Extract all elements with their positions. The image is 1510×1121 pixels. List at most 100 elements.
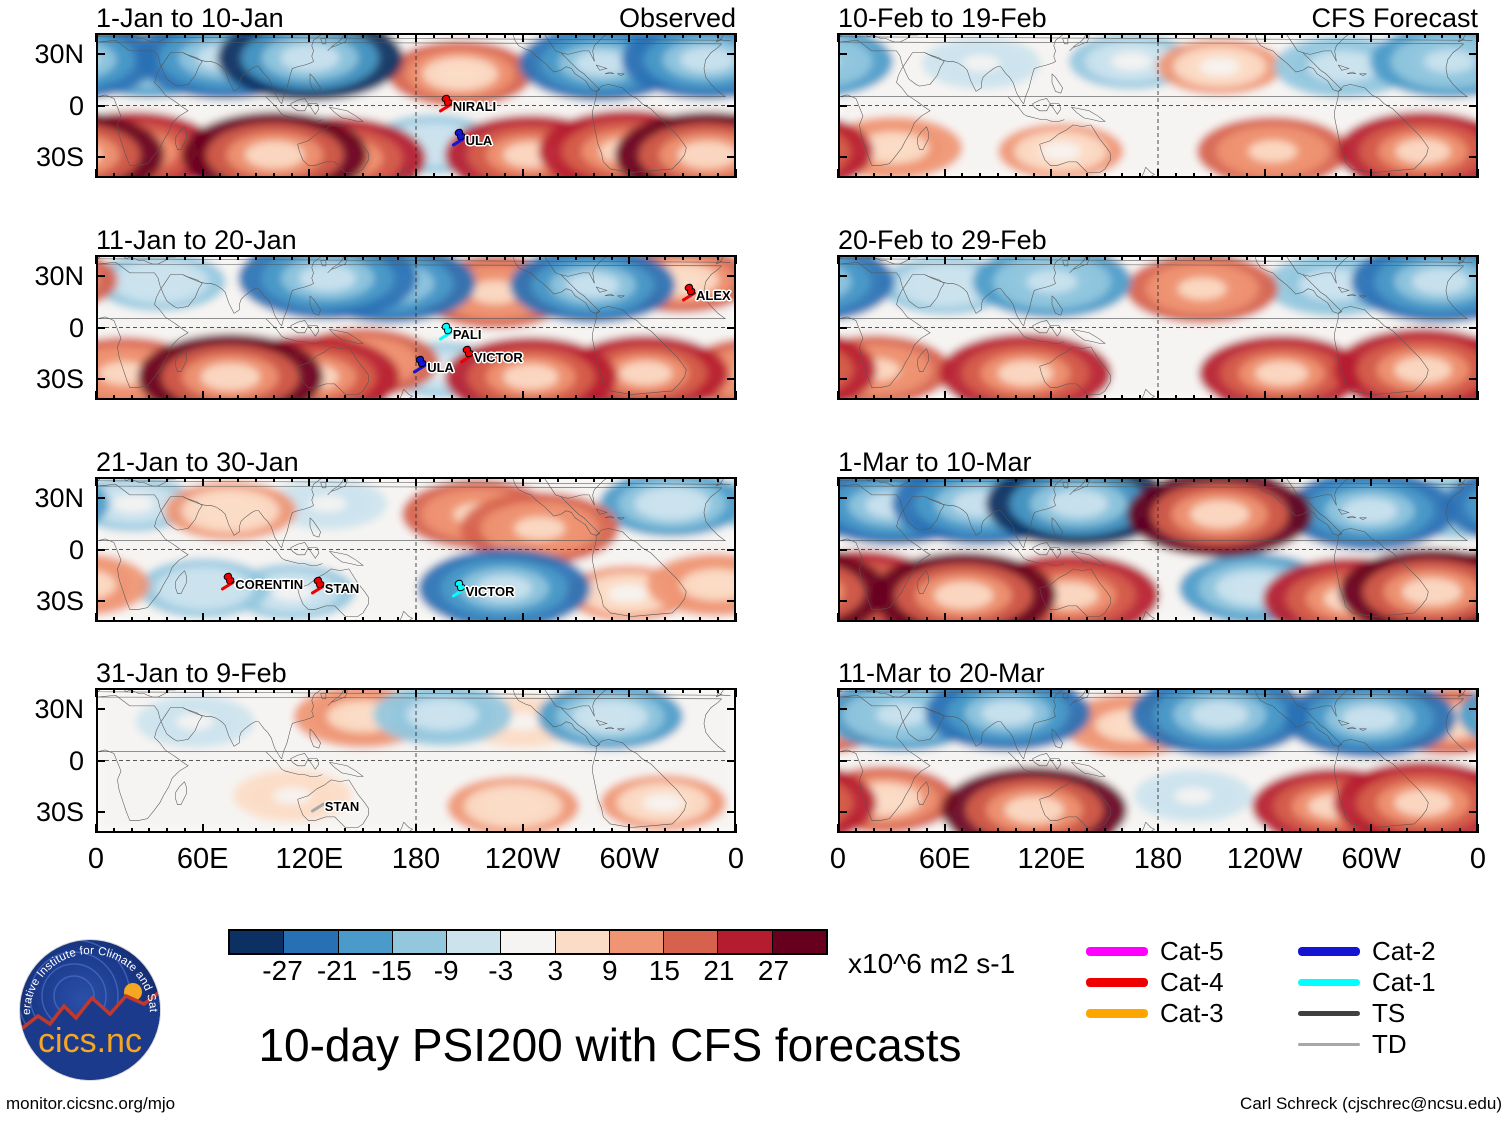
axis-tick bbox=[1352, 617, 1355, 622]
axis-tick bbox=[450, 33, 453, 38]
axis-tick bbox=[1423, 828, 1426, 833]
axis-tick bbox=[628, 169, 631, 178]
storm-symbol bbox=[441, 322, 453, 335]
axis-tick bbox=[1317, 828, 1319, 833]
axis-tick bbox=[1121, 255, 1124, 260]
axis-tick bbox=[96, 759, 105, 762]
axis-tick bbox=[838, 275, 847, 278]
axis-tick bbox=[575, 828, 577, 833]
axis-tick bbox=[1228, 617, 1231, 622]
x-axis-label: 120E bbox=[1017, 843, 1086, 875]
axis-tick bbox=[1245, 255, 1248, 260]
axis-tick bbox=[727, 759, 736, 762]
axis-tick bbox=[735, 477, 737, 486]
y-axis-label: 0 bbox=[68, 312, 84, 343]
axis-tick bbox=[1263, 477, 1266, 486]
axis-tick bbox=[1192, 255, 1195, 260]
axis-tick bbox=[997, 477, 999, 482]
colorbar-units: x10^6 m2 s-1 bbox=[848, 948, 1016, 979]
axis-tick bbox=[997, 688, 999, 693]
axis-tick bbox=[943, 477, 946, 486]
axis-tick bbox=[925, 828, 928, 833]
axis-tick bbox=[112, 255, 115, 260]
axis-tick bbox=[148, 33, 151, 38]
axis-tick bbox=[1388, 255, 1391, 260]
axis-tick bbox=[1423, 255, 1426, 260]
legend-color-line bbox=[1298, 946, 1360, 956]
colorbar-tick-label: 9 bbox=[602, 955, 618, 986]
axis-tick bbox=[415, 33, 417, 42]
axis-tick bbox=[1245, 395, 1248, 400]
axis-tick bbox=[503, 255, 506, 260]
axis-tick bbox=[1370, 169, 1373, 178]
axis-tick bbox=[1245, 828, 1248, 833]
axis-tick bbox=[717, 255, 720, 260]
axis-tick bbox=[1281, 477, 1284, 482]
axis-tick bbox=[1210, 395, 1213, 400]
axis-tick bbox=[610, 688, 613, 693]
axis-tick bbox=[272, 173, 275, 178]
axis-tick bbox=[1032, 477, 1035, 482]
axis-tick bbox=[1192, 617, 1195, 622]
axis-tick bbox=[1157, 169, 1159, 178]
axis-tick bbox=[1050, 33, 1053, 42]
axis-tick bbox=[1245, 33, 1248, 38]
x-axis-label: 120E bbox=[275, 843, 344, 875]
storm-label: ALEX bbox=[696, 287, 731, 303]
axis-tick bbox=[1317, 173, 1319, 178]
axis-tick bbox=[237, 477, 240, 482]
legend-color-line bbox=[1086, 946, 1148, 956]
axis-tick bbox=[1299, 828, 1302, 833]
axis-tick bbox=[727, 599, 736, 602]
axis-tick bbox=[379, 395, 382, 400]
axis-tick bbox=[646, 395, 649, 400]
axis-tick bbox=[1139, 33, 1142, 38]
axis-tick bbox=[503, 828, 506, 833]
axis-tick bbox=[610, 255, 613, 260]
axis-tick bbox=[1299, 33, 1302, 38]
x-axis-label: 180 bbox=[391, 843, 441, 875]
axis-tick bbox=[1263, 824, 1266, 833]
axis-tick bbox=[681, 477, 684, 482]
colorbar-tick-label: 3 bbox=[547, 955, 564, 986]
axis-tick bbox=[872, 33, 875, 38]
axis-tick bbox=[1157, 255, 1159, 264]
axis-tick bbox=[1281, 33, 1284, 38]
axis-tick bbox=[837, 477, 839, 486]
axis-tick bbox=[943, 255, 946, 264]
axis-tick bbox=[1441, 255, 1444, 260]
legend-label: Cat-5 bbox=[1160, 936, 1224, 966]
axis-tick bbox=[837, 824, 839, 833]
axis-tick bbox=[735, 33, 737, 42]
axis-tick bbox=[837, 391, 839, 400]
axis-tick bbox=[255, 395, 257, 400]
axis-tick bbox=[979, 828, 982, 833]
axis-tick bbox=[628, 824, 631, 833]
axis-tick bbox=[1050, 255, 1053, 264]
axis-tick bbox=[727, 155, 736, 158]
colorbar-swatch bbox=[664, 931, 719, 953]
axis-tick bbox=[1121, 828, 1124, 833]
storm-symbol bbox=[223, 572, 235, 585]
x-axis-label: 60E bbox=[176, 843, 229, 875]
axis-tick bbox=[1263, 391, 1266, 400]
axis-tick bbox=[1174, 688, 1177, 693]
axis-tick bbox=[1192, 33, 1195, 38]
axis-tick bbox=[130, 688, 133, 693]
axis-tick bbox=[1388, 828, 1391, 833]
axis-tick bbox=[961, 617, 964, 622]
colorbar-tick-label: -3 bbox=[488, 955, 514, 986]
axis-tick bbox=[1014, 395, 1017, 400]
axis-tick bbox=[468, 173, 471, 178]
axis-tick bbox=[521, 688, 524, 697]
axis-tick bbox=[1469, 155, 1478, 158]
axis-tick bbox=[343, 828, 346, 833]
axis-tick bbox=[379, 688, 382, 693]
axis-tick bbox=[361, 828, 364, 833]
x-axis-label: 60W bbox=[599, 843, 660, 875]
panel-title: 31-Jan to 9-Feb bbox=[96, 658, 287, 688]
storm-symbol bbox=[454, 128, 466, 141]
axis-tick bbox=[997, 173, 999, 178]
axis-tick bbox=[837, 613, 839, 622]
axis-tick bbox=[450, 173, 453, 178]
